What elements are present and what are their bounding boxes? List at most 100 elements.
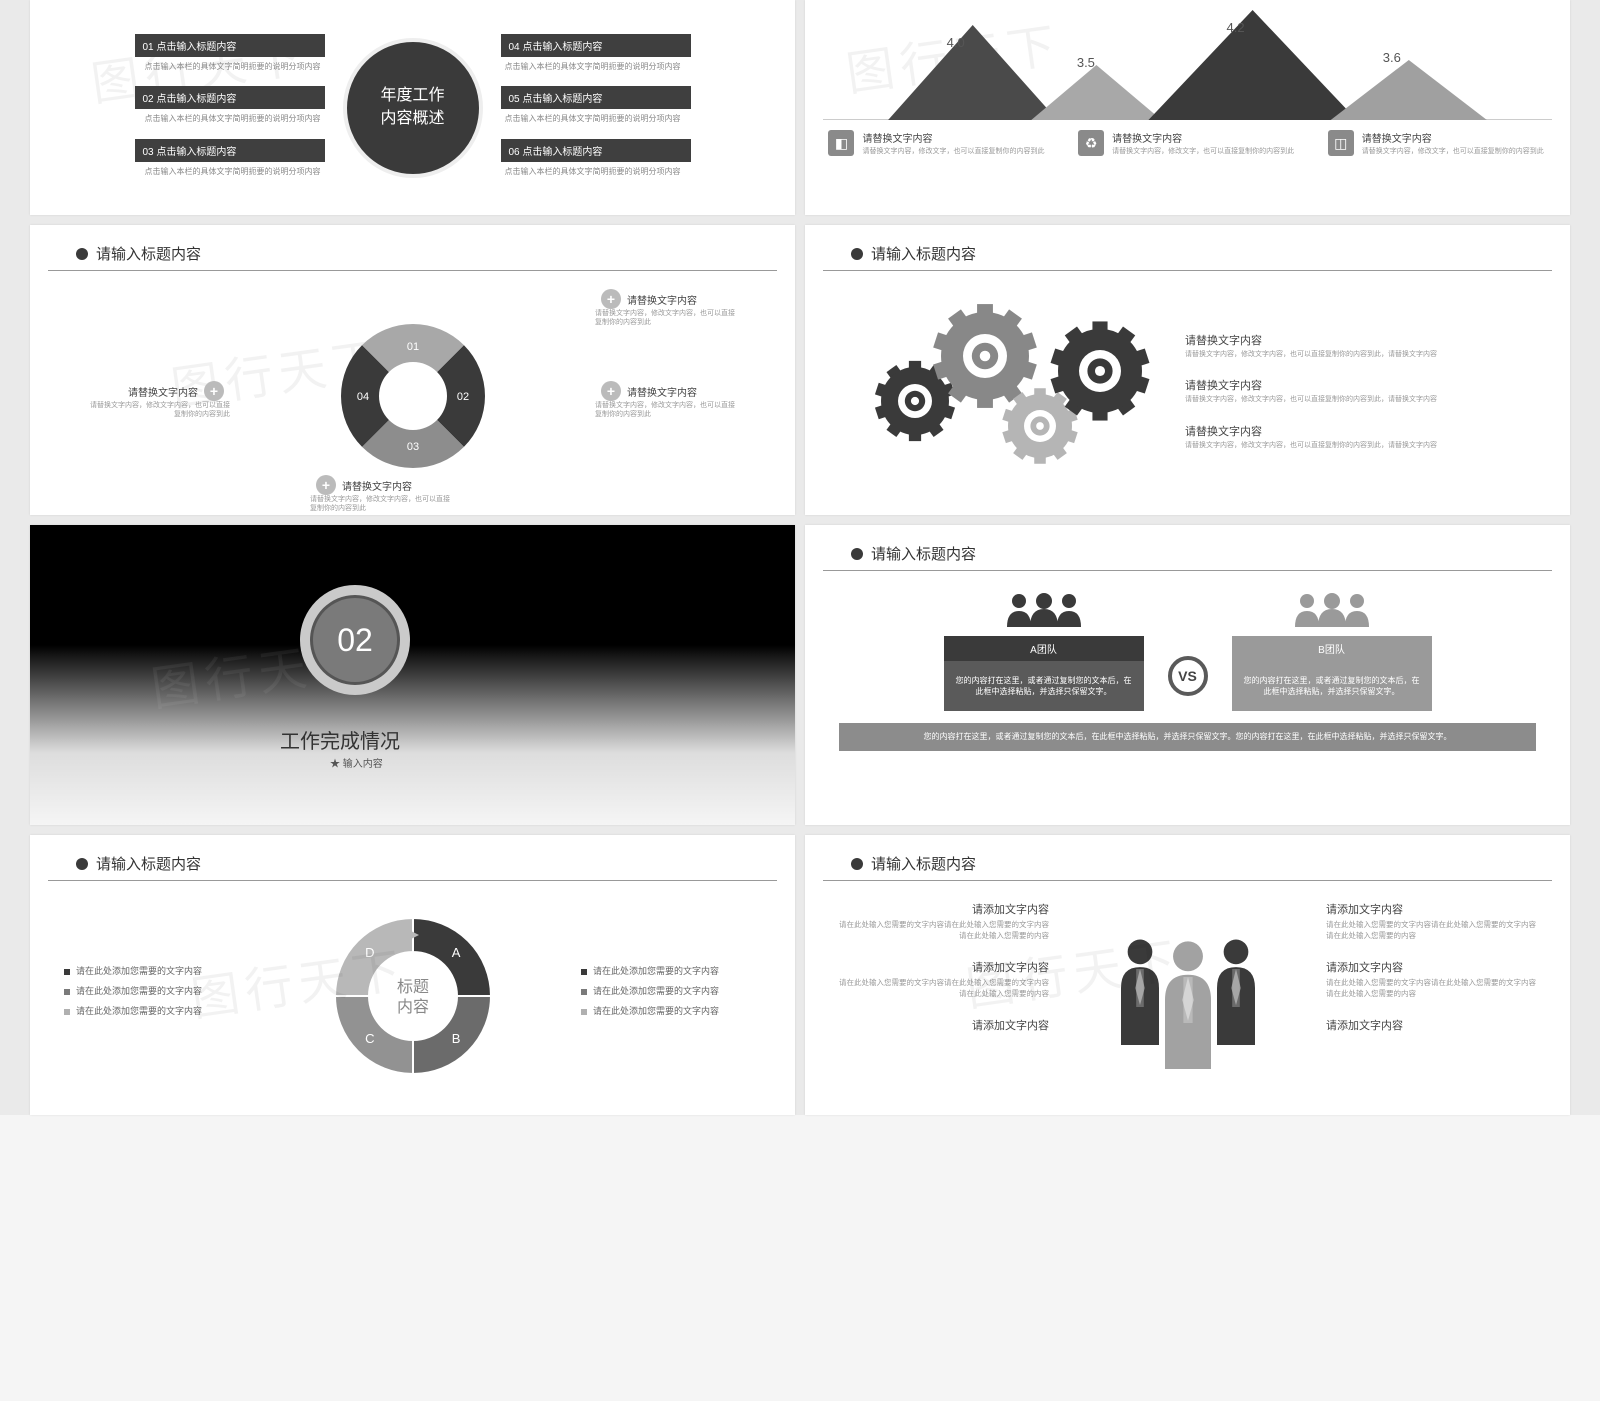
mountain-label: 4.0 [947, 35, 965, 50]
team-b-box: 您的内容打在这里，或者通过复制您的文本后，在此框中选择粘贴，并选择只保留文字。 [1232, 661, 1432, 711]
team-a-col: A团队 您的内容打在这里，或者通过复制您的文本后，在此框中选择粘贴，并选择只保留… [944, 591, 1144, 711]
item-title: 请添加文字内容 [839, 959, 1049, 975]
title-dot-icon [851, 248, 863, 260]
info-cell: ◫请替换文字内容请替换文字内容，修改文字，也可以直接复制你的内容到此 [1328, 130, 1547, 156]
svg-text:B: B [451, 1031, 460, 1046]
section-sub: ★ 输入内容 [330, 755, 383, 770]
item-body: 点击输入本栏的具体文字简明扼要的说明分项内容 [501, 109, 691, 128]
item-desc: 请替换文字内容，修改文字内容，也可以直接复制你的内容到此，请替换文字内容 [1185, 350, 1540, 359]
item-desc: 请替换文字内容，修改文字内容，也可以直接复制你的内容到此，请替换文字内容 [1185, 395, 1540, 404]
list-item: 05 点击输入标题内容点击输入本栏的具体文字简明扼要的说明分项内容 [501, 86, 691, 128]
info-item: 请添加文字内容请在此处输入您需要的文字内容请在此处输入您需要的文字内容请在此处输… [839, 901, 1049, 941]
list-item: 请在此处添加您需要的文字内容 [581, 966, 761, 978]
cycle-diagram: 01020304 [328, 311, 498, 481]
item-body: 点击输入本栏的具体文字简明扼要的说明分项内容 [135, 57, 325, 76]
list-item: 01 点击输入标题内容点击输入本栏的具体文字简明扼要的说明分项内容 [135, 34, 325, 76]
svg-text:内容: 内容 [396, 998, 428, 1016]
list-item: 03 点击输入标题内容点击输入本栏的具体文字简明扼要的说明分项内容 [135, 139, 325, 181]
section-number-circle: 02 [300, 585, 410, 695]
slide-title: 请输入标题内容 [871, 543, 976, 564]
info-item: 请添加文字内容请在此处输入您需要的文字内容请在此处输入您需要的文字内容请在此处输… [1326, 959, 1536, 999]
center-circle: 年度工作 内容概述 [343, 38, 483, 178]
footer-bar: 您的内容打在这里，或者通过复制您的文本后，在此框中选择粘贴，并选择只保留文字。您… [839, 723, 1536, 750]
right-list: 请在此处添加您需要的文字内容请在此处添加您需要的文字内容请在此处添加您需要的文字… [581, 966, 761, 1025]
slide-1: 图行天下 01 点击输入标题内容点击输入本栏的具体文字简明扼要的说明分项内容02… [30, 0, 795, 215]
bullet-icon [581, 989, 587, 995]
slide-title: 请输入标题内容 [871, 243, 976, 264]
list-item: 04 点击输入标题内容点击输入本栏的具体文字简明扼要的说明分项内容 [501, 34, 691, 76]
fog-bg [30, 645, 795, 825]
plus-icon: + [601, 381, 621, 401]
slide-title: 请输入标题内容 [96, 853, 201, 874]
item-desc: 请在此处输入您需要的文字内容请在此处输入您需要的文字内容请在此处输入您需要的内容 [839, 920, 1049, 941]
info-item: 请替换文字内容请替换文字内容，修改文字内容，也可以直接复制你的内容到此，请替换文… [1185, 423, 1540, 450]
cell-icon: ♻ [1078, 130, 1104, 156]
svg-text:01: 01 [406, 341, 418, 353]
bullet-icon [64, 969, 70, 975]
item-title: 请添加文字内容 [1326, 959, 1536, 975]
cell-icon: ◫ [1328, 130, 1354, 156]
list-item: 请在此处添加您需要的文字内容 [64, 966, 244, 978]
cell-desc: 请替换文字内容，修改文字，也可以直接复制你的内容到此 [862, 147, 1044, 156]
list-item: 请在此处添加您需要的文字内容 [581, 1006, 761, 1018]
title-dot-icon [851, 548, 863, 560]
cell-title: 请替换文字内容 [1362, 130, 1544, 145]
team-b-col: B团队 您的内容打在这里，或者通过复制您的文本后，在此框中选择粘贴，并选择只保留… [1232, 591, 1432, 711]
item-body: 点击输入本栏的具体文字简明扼要的说明分项内容 [501, 57, 691, 76]
bullet-icon [581, 969, 587, 975]
svg-text:C: C [365, 1031, 374, 1046]
info-cell: ♻ 请替换文字内容请替换文字内容，修改文字，也可以直接复制你的内容到此 [1078, 130, 1297, 156]
plus-icon: + [316, 475, 336, 495]
slide-grid: 图行天下 01 点击输入标题内容点击输入本栏的具体文字简明扼要的说明分项内容02… [0, 0, 1600, 1115]
item-title: 请添加文字内容 [1326, 1017, 1536, 1033]
info-item: 请添加文字内容 [839, 1017, 1049, 1033]
item-title: 请替换文字内容 [1185, 332, 1540, 348]
list-item: 02 点击输入标题内容点击输入本栏的具体文字简明扼要的说明分项内容 [135, 86, 325, 128]
item-header: 01 点击输入标题内容 [135, 34, 325, 57]
mountain-label: 3.6 [1383, 50, 1401, 65]
plus-icon: + [204, 381, 224, 401]
info-item: 请替换文字内容请替换文字内容，修改文字内容，也可以直接复制你的内容到此，请替换文… [1185, 332, 1540, 359]
list-item: 请在此处添加您需要的文字内容 [64, 986, 244, 998]
left-col: 请添加文字内容请在此处输入您需要的文字内容请在此处输入您需要的文字内容请在此处输… [839, 901, 1049, 1051]
slide-title: 请输入标题内容 [871, 853, 976, 874]
list-item: 06 点击输入标题内容点击输入本栏的具体文字简明扼要的说明分项内容 [501, 139, 691, 181]
title-dot-icon [76, 248, 88, 260]
item-header: 05 点击输入标题内容 [501, 86, 691, 109]
cell-desc: 请替换文字内容，修改文字，也可以直接复制你的内容到此 [1112, 147, 1294, 156]
label-mr: +请替换文字内容请替换文字内容，修改文字内容，也可以直接复制你的内容到此 [595, 381, 735, 419]
svg-text:03: 03 [406, 441, 418, 453]
bullet-icon [64, 989, 70, 995]
section-title: 工作完成情况 [280, 725, 400, 754]
item-header: 06 点击输入标题内容 [501, 139, 691, 162]
slide-8: 请输入标题内容 图行天下 请添加文字内容请在此处输入您需要的文字内容请在此处输入… [805, 835, 1570, 1115]
mountain-label: 3.5 [1077, 55, 1095, 70]
bullet-icon [64, 1009, 70, 1015]
right-col: 请添加文字内容请在此处输入您需要的文字内容请在此处输入您需要的文字内容请在此处输… [1326, 901, 1536, 1051]
vs-badge: VS [1168, 656, 1208, 696]
info-cell: ◧请替换文字内容请替换文字内容，修改文字，也可以直接复制你的内容到此 [828, 130, 1047, 156]
businessmen-icon [1098, 901, 1278, 1091]
item-title: 请添加文字内容 [839, 1017, 1049, 1033]
item-title: 请添加文字内容 [1326, 901, 1536, 917]
item-desc: 请在此处输入您需要的文字内容请在此处输入您需要的文字内容请在此处输入您需要的内容 [1326, 978, 1536, 999]
cell-title: 请替换文字内容 [1112, 130, 1294, 145]
gears-diagram [835, 291, 1155, 491]
label-tr: +请替换文字内容请替换文字内容，修改文字内容，也可以直接复制你的内容到此 [595, 289, 735, 327]
bullet-icon [581, 1009, 587, 1015]
item-title: 请替换文字内容 [1185, 377, 1540, 393]
plus-icon: + [601, 289, 621, 309]
info-item: 请添加文字内容请在此处输入您需要的文字内容请在此处输入您需要的文字内容请在此处输… [1326, 901, 1536, 941]
slide-5: 图行天下 02 工作完成情况 ★ 输入内容 [30, 525, 795, 825]
item-body: 点击输入本栏的具体文字简明扼要的说明分项内容 [135, 109, 325, 128]
cell-title: 请替换文字内容 [862, 130, 1044, 145]
list-item: 请在此处添加您需要的文字内容 [64, 1006, 244, 1018]
mountain-label: 4.2 [1227, 20, 1245, 35]
item-body: 点击输入本栏的具体文字简明扼要的说明分项内容 [501, 162, 691, 181]
slide-4: 请输入标题内容 请替换文字内容请替换文字内容，修改文字内容，也可以直接复制你的内… [805, 225, 1570, 515]
team-a-box: 您的内容打在这里，或者通过复制您的文本后，在此框中选择粘贴，并选择只保留文字。 [944, 661, 1144, 711]
item-title: 请添加文字内容 [839, 901, 1049, 917]
item-desc: 请在此处输入您需要的文字内容请在此处输入您需要的文字内容请在此处输入您需要的内容 [839, 978, 1049, 999]
info-item: 请添加文字内容请在此处输入您需要的文字内容请在此处输入您需要的文字内容请在此处输… [839, 959, 1049, 999]
people-icon [1287, 591, 1377, 627]
